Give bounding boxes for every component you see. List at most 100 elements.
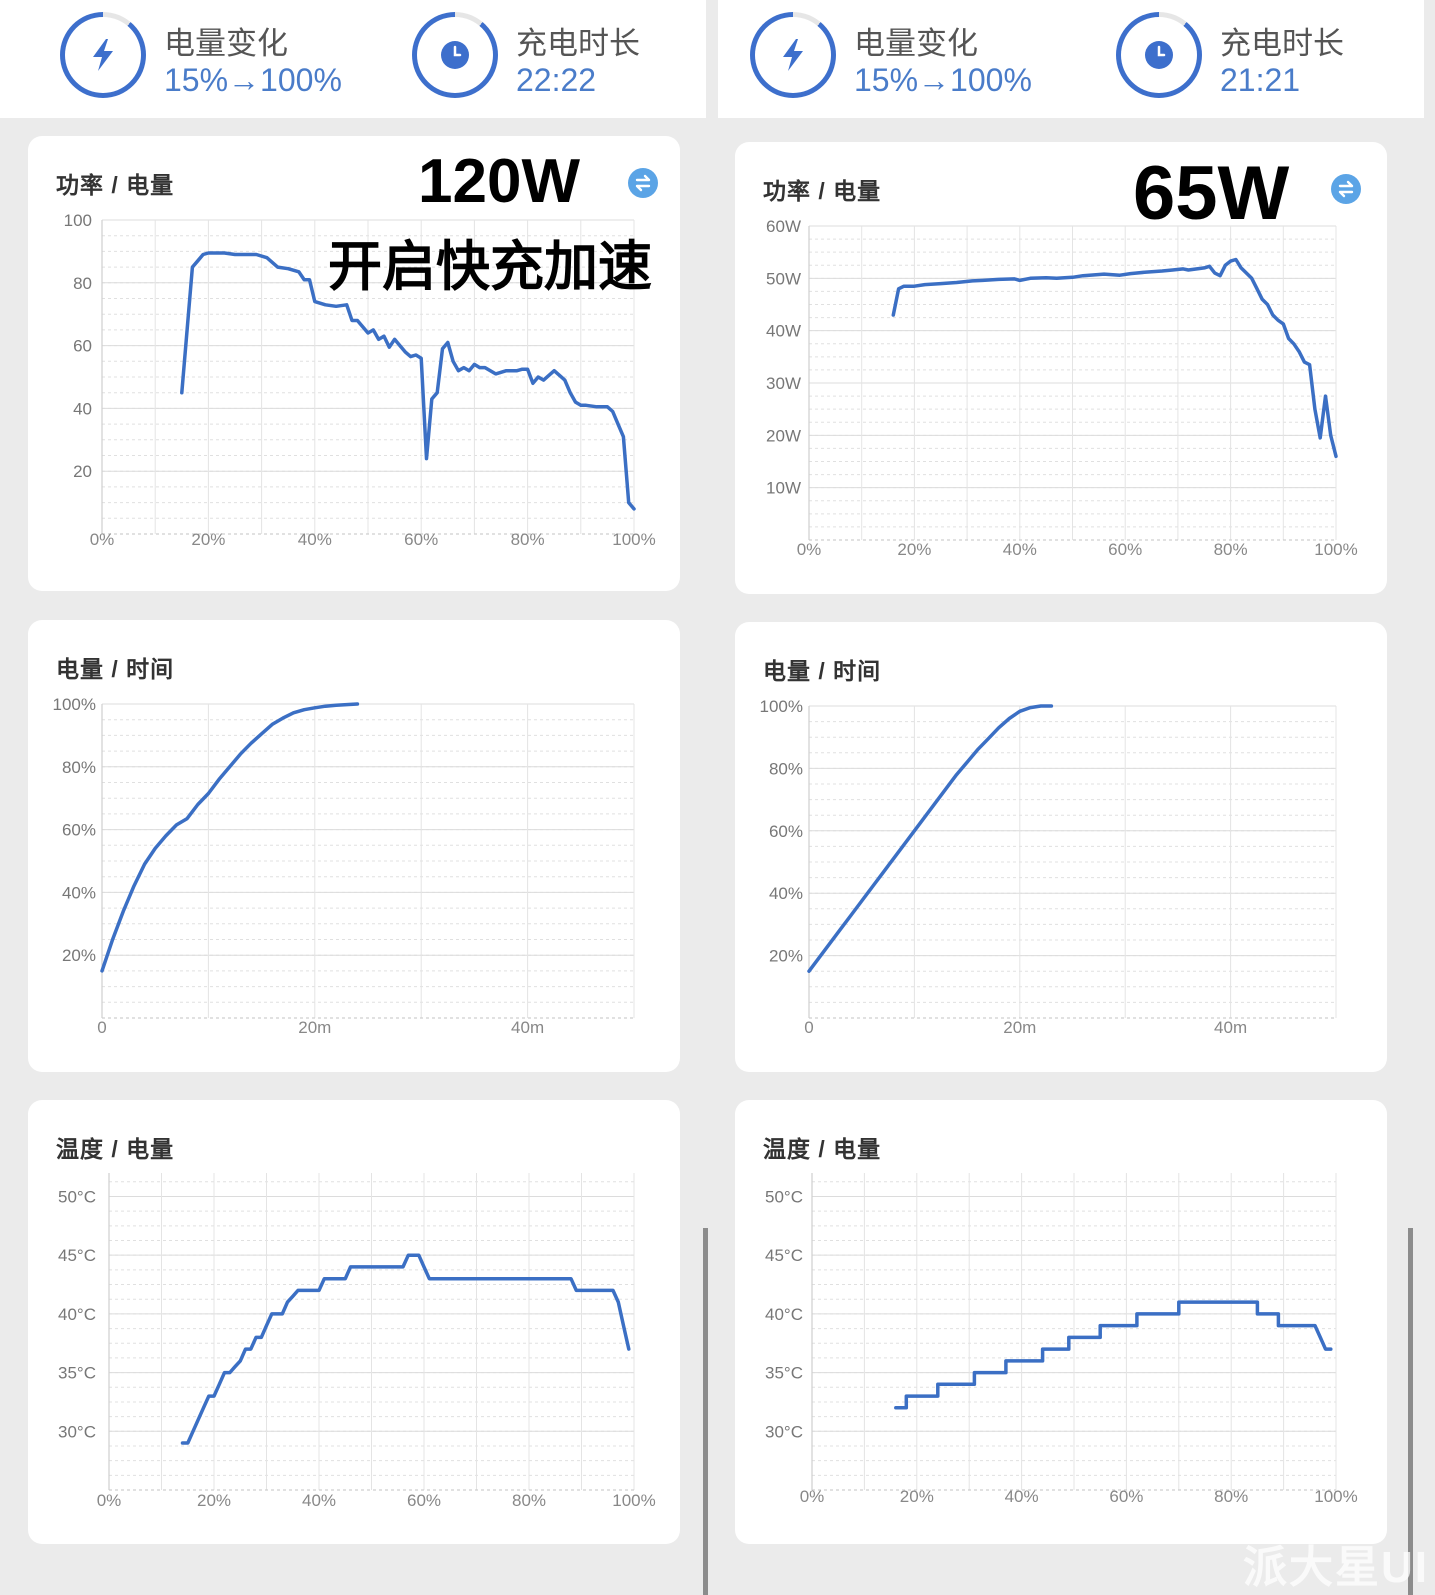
left-summary-header: 电量变化 15%→100% 充电时长 22:22	[0, 0, 706, 118]
x-tick-label: 60%	[1108, 540, 1142, 559]
y-tick-label: 45°C	[765, 1246, 803, 1265]
left-battery-ring	[60, 12, 146, 98]
right-power-card: 功率 / 电量 10W 20W 30W 40W 50W 60W 0% 20% 40% 60% 80%…	[735, 142, 1387, 594]
series-line	[180, 1253, 631, 1445]
x-tick-label: 80%	[512, 1491, 546, 1510]
scroll-divider-right	[1408, 1228, 1413, 1595]
left-fast-charge-note: 开启快充加速	[328, 237, 652, 297]
x-tick-label: 60%	[404, 530, 438, 549]
y-tick-label: 100	[64, 211, 92, 230]
x-tick-label: 40m	[511, 1018, 544, 1037]
y-tick-label: 30°C	[765, 1422, 803, 1441]
y-tick-label: 40%	[62, 883, 96, 902]
x-tick-label: 20m	[298, 1018, 331, 1037]
swap-icon[interactable]	[1331, 174, 1361, 204]
y-tick-label: 100%	[760, 697, 803, 716]
y-tick-label: 20	[73, 462, 92, 481]
x-tick-label: 0%	[797, 540, 822, 559]
y-tick-label: 20%	[62, 946, 96, 965]
bolt-icon	[93, 39, 113, 71]
swap-icon[interactable]	[628, 168, 658, 198]
x-tick-label: 100%	[1314, 1487, 1357, 1506]
x-tick-label: 20%	[197, 1491, 231, 1510]
x-tick-label: 80%	[1214, 1487, 1248, 1506]
y-tick-label: 40	[73, 399, 92, 418]
left-power-chart: 20 40 60 80 100 0% 20% 40% 60% 80% 100%	[64, 211, 656, 549]
clock-icon	[1145, 41, 1173, 69]
right-column: 电量变化 15%→100% 充电时长 21:21 功率 / 电量 10W 20W 3…	[718, 0, 1424, 1595]
left-battery-change-value: 15%→100%	[164, 62, 342, 98]
y-tick-label: 30°C	[58, 1422, 96, 1441]
x-tick-label: 40%	[298, 530, 332, 549]
right-power-chart: 10W 20W 30W 40W 50W 60W 0% 20% 40% 60% 80% 100%	[766, 217, 1358, 559]
right-temp-chart: 30°C 35°C 40°C 45°C 50°C 0% 20% 40% 60% 80% 100%	[765, 1173, 1358, 1506]
right-summary-header: 电量变化 15%→100% 充电时长 21:21	[718, 0, 1424, 118]
left-column: 电量变化 15%→100% 充电时长 22:22 功率 / 电量 20 40 60 8…	[0, 0, 706, 1595]
right-battery-time-card: 电量 / 时间 20% 40% 60% 80% 100% 0 20m 40m	[735, 622, 1387, 1072]
y-tick-label: 60	[73, 337, 92, 356]
series-line	[894, 1300, 1333, 1410]
right-charge-time-value: 21:21	[1220, 62, 1301, 98]
x-tick-label: 0%	[90, 530, 115, 549]
series-line	[891, 257, 1338, 459]
bolt-icon	[783, 39, 803, 71]
right-battery-ring	[750, 12, 836, 98]
y-tick-label: 50°C	[58, 1187, 96, 1206]
y-tick-label: 10W	[766, 479, 801, 498]
y-tick-label: 80%	[769, 759, 803, 778]
scroll-divider-left	[703, 1228, 708, 1595]
x-tick-label: 0%	[800, 1487, 825, 1506]
x-tick-label: 100%	[612, 530, 655, 549]
left-time-ring	[412, 12, 498, 98]
left-temp-chart: 30°C 35°C 40°C 45°C 50°C 0% 20% 40% 60% 80% 100%	[58, 1173, 656, 1510]
series-line	[100, 702, 360, 973]
x-tick-label: 100%	[612, 1491, 655, 1510]
x-tick-label: 80%	[1214, 540, 1248, 559]
x-tick-label: 20%	[897, 540, 931, 559]
y-tick-label: 20%	[769, 947, 803, 966]
y-tick-label: 60W	[766, 217, 801, 236]
right-time-ring	[1116, 12, 1202, 98]
y-tick-label: 80	[73, 274, 92, 293]
x-tick-label: 80%	[511, 530, 545, 549]
series-line	[180, 251, 636, 511]
left-power-card: 功率 / 电量 20 40 60 80 100 0% 20% 40% 60% 80% 100% 12…	[28, 136, 680, 591]
clock-icon	[441, 41, 469, 69]
y-tick-label: 50°C	[765, 1187, 803, 1206]
y-tick-label: 40°C	[765, 1305, 803, 1324]
watermark: 派大星UI	[1243, 1543, 1429, 1592]
left-charge-time-value: 22:22	[516, 62, 597, 98]
left-power-title: 功率 / 电量	[56, 172, 175, 198]
right-battery-time-title: 电量 / 时间	[763, 658, 882, 684]
right-power-title: 功率 / 电量	[763, 178, 882, 204]
x-tick-label: 40m	[1214, 1018, 1247, 1037]
y-tick-label: 35°C	[58, 1364, 96, 1383]
left-battery-time-chart: 20% 40% 60% 80% 100% 0 20m 40m	[53, 695, 635, 1037]
left-temp-card: 温度 / 电量 30°C 35°C 40°C 45°C 50°C 0% 20% 40% 60% 8…	[28, 1100, 680, 1544]
right-temp-card: 温度 / 电量 30°C 35°C 40°C 45°C 50°C 0% 20% 40% 60% 8…	[735, 1100, 1387, 1544]
x-tick-label: 60%	[1109, 1487, 1143, 1506]
x-tick-label: 40%	[302, 1491, 336, 1510]
y-tick-label: 20W	[766, 426, 801, 445]
y-tick-label: 40°C	[58, 1305, 96, 1324]
x-tick-label: 40%	[1005, 1487, 1039, 1506]
left-battery-time-card: 电量 / 时间 20% 40% 60% 80% 100% 0 20m 40m	[28, 620, 680, 1072]
left-battery-change-label: 电量变化	[164, 26, 288, 61]
y-tick-label: 45°C	[58, 1246, 96, 1265]
x-tick-label: 0%	[97, 1491, 122, 1510]
y-tick-label: 60%	[769, 822, 803, 841]
right-wattage-overlay: 65W	[1133, 151, 1290, 236]
right-battery-time-chart: 20% 40% 60% 80% 100% 0 20m 40m	[760, 697, 1337, 1037]
left-charge-time-label: 充电时长	[516, 26, 640, 61]
y-tick-label: 50W	[766, 269, 801, 288]
right-temp-title: 温度 / 电量	[763, 1136, 882, 1162]
y-tick-label: 40%	[769, 884, 803, 903]
x-tick-label: 0	[804, 1018, 813, 1037]
x-tick-label: 0	[97, 1018, 106, 1037]
x-tick-label: 20%	[191, 530, 225, 549]
x-tick-label: 20%	[900, 1487, 934, 1506]
left-temp-title: 温度 / 电量	[56, 1136, 175, 1162]
y-tick-label: 60%	[62, 821, 96, 840]
x-tick-label: 20m	[1003, 1018, 1036, 1037]
right-battery-change-label: 电量变化	[854, 26, 978, 61]
